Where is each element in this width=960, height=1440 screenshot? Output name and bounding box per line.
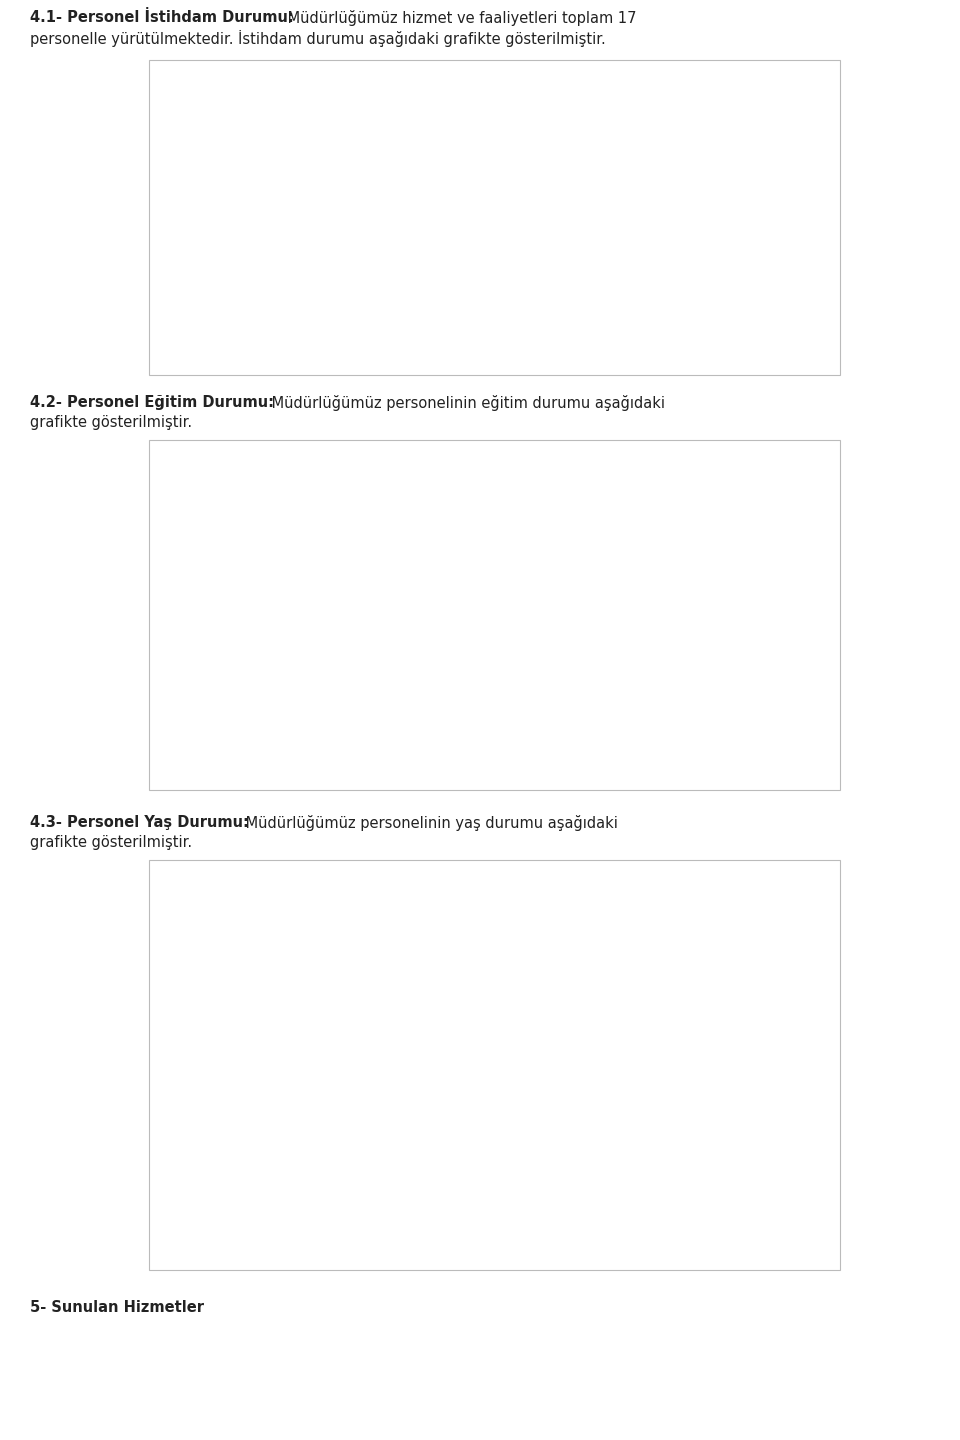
Bar: [542, 1077, 571, 1110]
Text: grafikte gösterilmiştir.: grafikte gösterilmiştir.: [30, 415, 192, 431]
Text: 7: 7: [415, 636, 423, 651]
Text: 7: 7: [302, 1146, 311, 1161]
Bar: [542, 1152, 571, 1187]
Text: 5- Sunulan Hizmetler: 5- Sunulan Hizmetler: [30, 1300, 204, 1315]
Wedge shape: [258, 615, 341, 743]
Text: 2: 2: [302, 969, 311, 984]
Wedge shape: [227, 104, 432, 333]
Text: 1: 1: [400, 242, 409, 256]
Text: personelle yürütülmektedir. İstihdam durumu aşağıdaki grafikte gösterilmiştir.: personelle yürütülmektedir. İstihdam dur…: [30, 30, 606, 48]
Text: 1: 1: [322, 526, 331, 540]
Text: İşçi: İşçi: [591, 232, 614, 248]
Bar: [542, 1001, 571, 1034]
Text: Lise: Lise: [586, 586, 612, 599]
Text: 20-30 Yaş Arası: 20-30 Yaş Arası: [586, 936, 691, 950]
Bar: [542, 226, 577, 252]
Text: 2: 2: [407, 204, 416, 217]
Text: 31-40 Yaş Arası: 31-40 Yaş Arası: [586, 1012, 691, 1027]
Bar: [542, 528, 571, 553]
Text: Müdürlüğümüz personelinin eğitim durumu aşağıdaki: Müdürlüğümüz personelinin eğitim durumu …: [267, 395, 664, 410]
Bar: [542, 475, 571, 500]
Text: Müdürlüğümüz personelinin yaş durumu aşağıdaki: Müdürlüğümüz personelinin yaş durumu aşa…: [241, 815, 618, 831]
Text: 11: 11: [269, 242, 286, 256]
Text: 1: 1: [350, 526, 360, 540]
Text: İlkokul: İlkokul: [586, 480, 630, 494]
Text: 2: 2: [252, 1015, 260, 1030]
Text: 4.3- Personel Yaş Durumu:: 4.3- Personel Yaş Durumu:: [30, 815, 249, 829]
Text: 4.1- Personel İstihdam Durumu:: 4.1- Personel İstihdam Durumu:: [30, 10, 294, 24]
Bar: [542, 168, 577, 194]
Text: 6: 6: [421, 1015, 430, 1030]
Text: grafikte gösterilmiştir.: grafikte gösterilmiştir.: [30, 835, 192, 850]
Wedge shape: [297, 487, 341, 615]
Wedge shape: [341, 494, 423, 615]
Wedge shape: [195, 1051, 457, 1211]
Wedge shape: [341, 104, 444, 217]
Text: Ortaokul: Ortaokul: [586, 533, 645, 547]
Text: Başkan Yard.: Başkan Yard.: [591, 120, 681, 132]
Bar: [542, 284, 577, 310]
Wedge shape: [341, 517, 469, 743]
Wedge shape: [212, 494, 341, 713]
Bar: [542, 634, 571, 658]
Text: Memur: Memur: [591, 176, 640, 190]
Text: 41-50 Yaş Arası: 41-50 Yaş Arası: [586, 1089, 691, 1103]
Wedge shape: [341, 919, 487, 1153]
Text: Hizmet Alımı: Hizmet Alımı: [591, 291, 680, 305]
Text: Yüksek Lisans: Yüksek Lisans: [586, 744, 681, 759]
Bar: [542, 582, 571, 605]
Bar: [542, 924, 571, 958]
Text: 6: 6: [254, 593, 263, 608]
Text: 3: 3: [373, 150, 382, 164]
Text: 50 Yaş Üzeri: 50 Yaş Üzeri: [586, 1164, 670, 1179]
Wedge shape: [341, 217, 451, 287]
Bar: [542, 740, 571, 765]
Bar: [542, 112, 577, 137]
Wedge shape: [243, 919, 341, 1066]
Text: Müdürlüğümüz hizmet ve faaliyetleri toplam 17: Müdürlüğümüz hizmet ve faaliyetleri topl…: [283, 10, 636, 26]
Text: 1: 1: [378, 536, 387, 550]
Wedge shape: [341, 167, 455, 249]
Text: 2: 2: [308, 687, 317, 700]
Wedge shape: [341, 487, 385, 615]
Text: Lisans: Lisans: [586, 691, 629, 706]
Bar: [542, 687, 571, 711]
Wedge shape: [196, 958, 341, 1066]
Text: Önlisans: Önlisans: [586, 638, 644, 652]
Text: 4.2- Personel Eğitim Durumu:: 4.2- Personel Eğitim Durumu:: [30, 395, 274, 410]
